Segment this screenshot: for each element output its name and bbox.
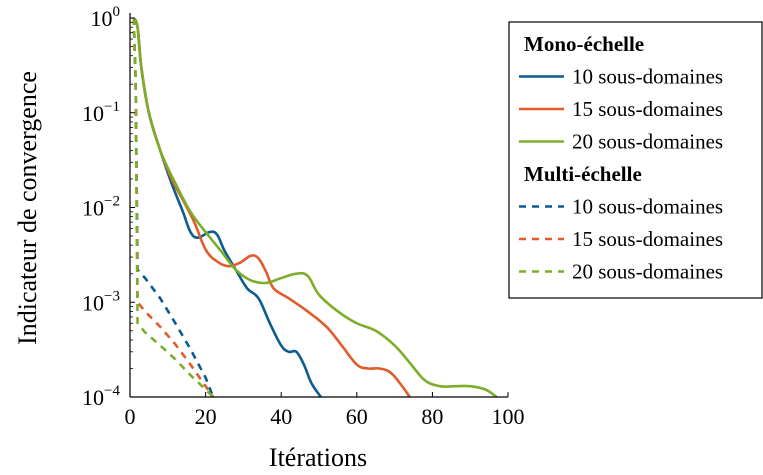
legend-entry-label: 20 sous-domaines bbox=[572, 260, 723, 284]
legend-entry-label: 10 sous-domaines bbox=[572, 65, 723, 89]
legend-group-title: Multi-échelle bbox=[524, 162, 642, 186]
x-tick-label: 40 bbox=[270, 404, 292, 429]
ticks-layer: 0 20 40 60 80 100 100 10−1 10−2 10−3 10−4 bbox=[82, 4, 524, 429]
x-tick-label: 20 bbox=[195, 404, 217, 429]
series-line-mono-15 bbox=[132, 18, 411, 397]
legend-entry-label: 15 sous-domaines bbox=[572, 97, 723, 121]
series-line-mono-20 bbox=[132, 18, 498, 397]
x-tick-label: 0 bbox=[125, 404, 136, 429]
y-tick-label: 10−4 bbox=[82, 383, 120, 410]
series-layer bbox=[132, 18, 498, 397]
legend-entry-label: 10 sous-domaines bbox=[572, 195, 723, 219]
legend-box bbox=[508, 21, 763, 299]
series-line-multi-10 bbox=[132, 18, 215, 397]
legend-group-title: Mono-échelle bbox=[524, 32, 644, 56]
series-line-multi-20 bbox=[132, 18, 215, 397]
y-tick-label: 100 bbox=[91, 4, 121, 31]
x-axis-title: Itérations bbox=[269, 443, 367, 472]
y-tick-label: 10−2 bbox=[82, 194, 120, 221]
series-line-multi-15 bbox=[132, 18, 215, 397]
x-tick-label: 60 bbox=[346, 404, 368, 429]
axes-layer bbox=[129, 13, 508, 398]
x-tick-label: 100 bbox=[492, 404, 525, 429]
legend: Mono-échelle 10 sous-domaines 15 sous-doma… bbox=[508, 21, 763, 299]
legend-entry-label: 20 sous-domaines bbox=[572, 130, 723, 154]
y-tick-label: 10−3 bbox=[82, 288, 120, 315]
x-tick-label: 80 bbox=[421, 404, 443, 429]
legend-entry-label: 15 sous-domaines bbox=[572, 227, 723, 251]
y-axis-title: Indicateur de convergence bbox=[13, 71, 42, 345]
series-line-mono-10 bbox=[132, 18, 322, 397]
y-tick-label: 10−1 bbox=[82, 99, 120, 126]
